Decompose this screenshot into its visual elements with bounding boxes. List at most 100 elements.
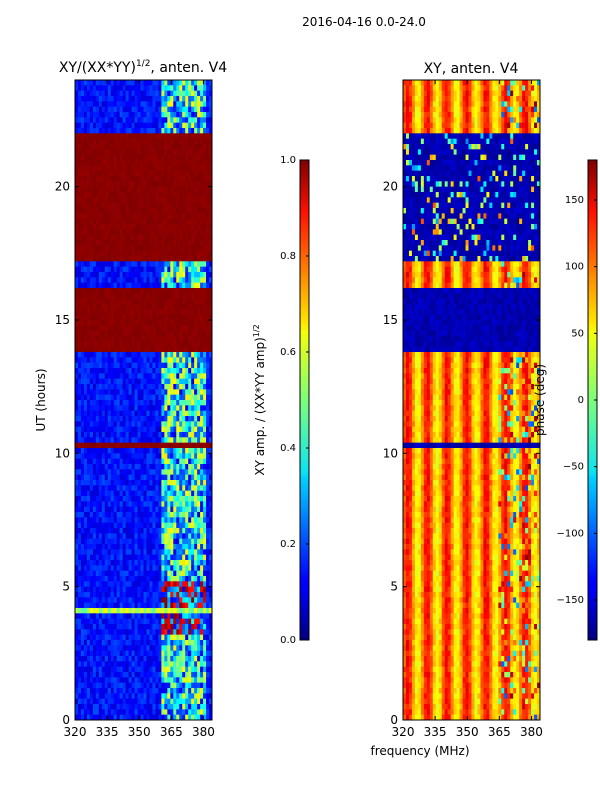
heatmap-cell	[200, 138, 204, 145]
heatmap-cell	[134, 250, 138, 257]
heatmap-cell	[203, 362, 207, 369]
heatmap-cell	[86, 629, 91, 636]
heatmap-cell	[80, 240, 85, 246]
heatmap-cell	[164, 389, 168, 396]
heatmap-cell	[182, 122, 186, 129]
heatmap-cell	[191, 245, 195, 252]
heatmap-cell	[128, 240, 132, 246]
heatmap-cell	[98, 544, 103, 550]
heatmap-cell	[203, 597, 207, 604]
heatmap-cell	[194, 528, 198, 534]
heatmap-cell	[173, 224, 177, 230]
heatmap-cell	[95, 373, 100, 380]
heatmap-cell	[134, 122, 138, 129]
heatmap-cell	[161, 373, 165, 380]
heatmap-cell	[170, 208, 174, 214]
heatmap-cell	[197, 405, 201, 412]
heatmap-cell	[182, 224, 186, 230]
heatmap-cell	[86, 266, 91, 273]
heatmap-cell	[143, 586, 147, 593]
heatmap-cell	[197, 592, 201, 598]
heatmap-cell	[182, 522, 186, 529]
heatmap-cell	[104, 570, 109, 577]
heatmap-cell	[137, 544, 141, 550]
heatmap-cell	[155, 506, 159, 513]
heatmap-cell	[116, 432, 121, 438]
heatmap-cell	[137, 394, 141, 401]
heatmap-cell	[89, 325, 94, 332]
heatmap-cell	[188, 538, 192, 545]
heatmap-cell	[131, 325, 135, 332]
heatmap-cell	[80, 400, 85, 406]
heatmap-cell	[104, 549, 109, 556]
heatmap-cell	[161, 554, 165, 561]
heatmap-cell	[137, 586, 141, 593]
heatmap-cell	[170, 202, 174, 209]
heatmap-cell	[152, 640, 156, 646]
heatmap-cell	[155, 602, 159, 609]
heatmap-cell	[185, 586, 189, 593]
heatmap-cell	[131, 634, 135, 641]
heatmap-cell	[170, 368, 174, 374]
heatmap-cell	[191, 458, 195, 465]
heatmap-cell	[158, 634, 162, 641]
heatmap-cell	[110, 341, 115, 348]
heatmap-cell	[209, 138, 212, 145]
heatmap-cell	[95, 426, 100, 433]
heatmap-cell	[119, 640, 124, 646]
heatmap-cell	[161, 549, 165, 556]
heatmap-cell	[134, 400, 138, 406]
heatmap-cell	[203, 608, 207, 614]
heatmap-cell	[185, 336, 189, 342]
heatmap-cell	[107, 256, 112, 262]
heatmap-cell	[122, 645, 127, 652]
heatmap-cell	[158, 549, 162, 556]
heatmap-cell	[110, 442, 115, 449]
heatmap-cell	[200, 437, 204, 444]
heatmap-cell	[104, 378, 109, 385]
heatmap-cell	[77, 197, 82, 204]
heatmap-cell	[131, 405, 135, 412]
heatmap-cell	[110, 117, 115, 124]
heatmap-cell	[188, 128, 192, 134]
heatmap-cell	[146, 560, 150, 566]
heatmap-cell	[101, 554, 106, 561]
heatmap-cell	[101, 288, 106, 294]
heatmap-cell	[80, 624, 85, 630]
heatmap-cell	[80, 266, 85, 273]
heatmap-cell	[164, 352, 168, 358]
heatmap-cell	[140, 522, 144, 529]
heatmap-cell	[206, 378, 210, 385]
heatmap-cell	[158, 624, 162, 630]
heatmap-cell	[164, 378, 168, 385]
heatmap-cell	[107, 346, 112, 353]
heatmap-cell	[179, 608, 183, 614]
heatmap-cell	[197, 277, 201, 284]
heatmap-cell	[134, 474, 138, 481]
heatmap-cell	[75, 576, 79, 582]
heatmap-cell	[86, 384, 91, 390]
heatmap-cell	[179, 261, 183, 268]
heatmap-cell	[122, 496, 127, 502]
heatmap-cell	[110, 282, 115, 289]
heatmap-cell	[104, 421, 109, 428]
heatmap-cell	[119, 176, 124, 182]
heatmap-cell	[113, 314, 118, 321]
heatmap-cell	[176, 208, 180, 214]
heatmap-cell	[80, 234, 85, 241]
heatmap-cell	[191, 138, 195, 145]
heatmap-cell	[128, 544, 132, 550]
heatmap-cell	[158, 362, 162, 369]
heatmap-cell	[92, 485, 97, 492]
heatmap-cell	[86, 181, 91, 188]
heatmap-cell	[77, 421, 82, 428]
heatmap-cell	[191, 437, 195, 444]
heatmap-cell	[86, 400, 91, 406]
heatmap-cell	[152, 373, 156, 380]
heatmap-cell	[146, 650, 150, 657]
heatmap-cell	[107, 416, 112, 422]
heatmap-cell	[182, 304, 186, 310]
heatmap-cell	[134, 293, 138, 300]
heatmap-cell	[89, 192, 94, 198]
heatmap-cell	[152, 512, 156, 518]
